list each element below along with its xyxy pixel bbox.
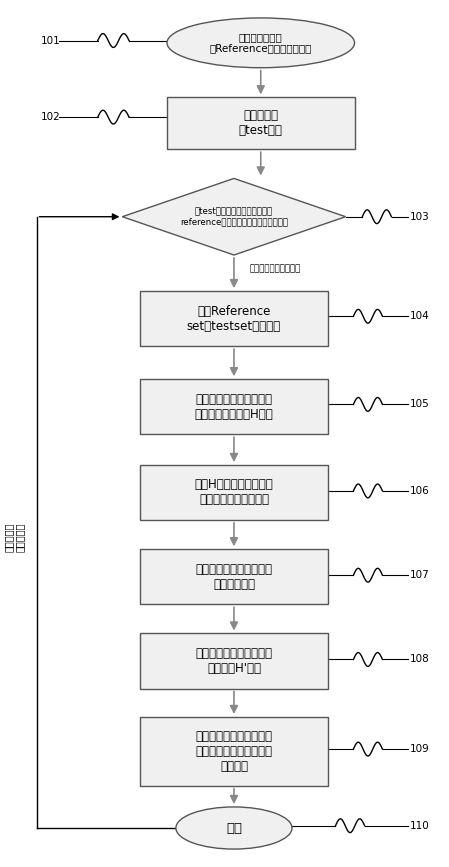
- Text: 103: 103: [409, 212, 429, 222]
- FancyBboxPatch shape: [140, 549, 328, 604]
- Text: 匹配点对数
量小于阈值: 匹配点对数 量小于阈值: [4, 522, 25, 551]
- Text: 输入指纹，
即test图像: 输入指纹， 即test图像: [239, 109, 283, 137]
- Text: 101: 101: [41, 36, 61, 46]
- Text: 105: 105: [409, 400, 429, 409]
- FancyBboxPatch shape: [140, 634, 328, 688]
- FancyBboxPatch shape: [167, 97, 355, 149]
- Text: 录入指纹模板，
即Reference图像特征点信息: 录入指纹模板， 即Reference图像特征点信息: [210, 32, 312, 54]
- Text: 一致集内点对数量超过阈
值，设备解锁: 一致集内点对数量超过阈 值，设备解锁: [195, 563, 273, 590]
- Text: 把同一手指采集的多个图
像拼接成含更多特征点的
指纹图像: 把同一手指采集的多个图 像拼接成含更多特征点的 指纹图像: [195, 730, 273, 772]
- Text: 通过投票决策方法找到最
佳的两个点对计算H矩阵: 通过投票决策方法找到最 佳的两个点对计算H矩阵: [194, 393, 273, 420]
- Ellipse shape: [167, 18, 355, 68]
- Text: 使用一致集内的点对重新
计算得到H'矩阵: 使用一致集内的点对重新 计算得到H'矩阵: [195, 647, 273, 675]
- Text: 104: 104: [409, 311, 429, 322]
- FancyBboxPatch shape: [140, 379, 328, 434]
- Ellipse shape: [176, 807, 292, 849]
- Text: 得到Reference
set和testset两个点集: 得到Reference set和testset两个点集: [187, 304, 281, 333]
- Text: 终止: 终止: [226, 822, 242, 835]
- Text: 106: 106: [409, 486, 429, 496]
- Text: 110: 110: [409, 821, 429, 831]
- FancyBboxPatch shape: [140, 291, 328, 346]
- Text: 匹配点对数量大于阈值: 匹配点对数量大于阈值: [250, 264, 301, 273]
- FancyBboxPatch shape: [140, 465, 328, 520]
- Text: 对test图像中的每个特征点，从
reference图像特征点集内寻找相邻配点: 对test图像中的每个特征点，从 reference图像特征点集内寻找相邻配点: [180, 207, 288, 226]
- Text: 102: 102: [41, 112, 61, 122]
- Text: 109: 109: [409, 744, 429, 754]
- Text: 108: 108: [409, 655, 429, 664]
- Text: 107: 107: [409, 570, 429, 580]
- FancyBboxPatch shape: [140, 717, 328, 786]
- Text: 使用H矩阵从粗匹配点对
中筛选点对构成一致集: 使用H矩阵从粗匹配点对 中筛选点对构成一致集: [194, 479, 273, 506]
- Polygon shape: [122, 179, 346, 255]
